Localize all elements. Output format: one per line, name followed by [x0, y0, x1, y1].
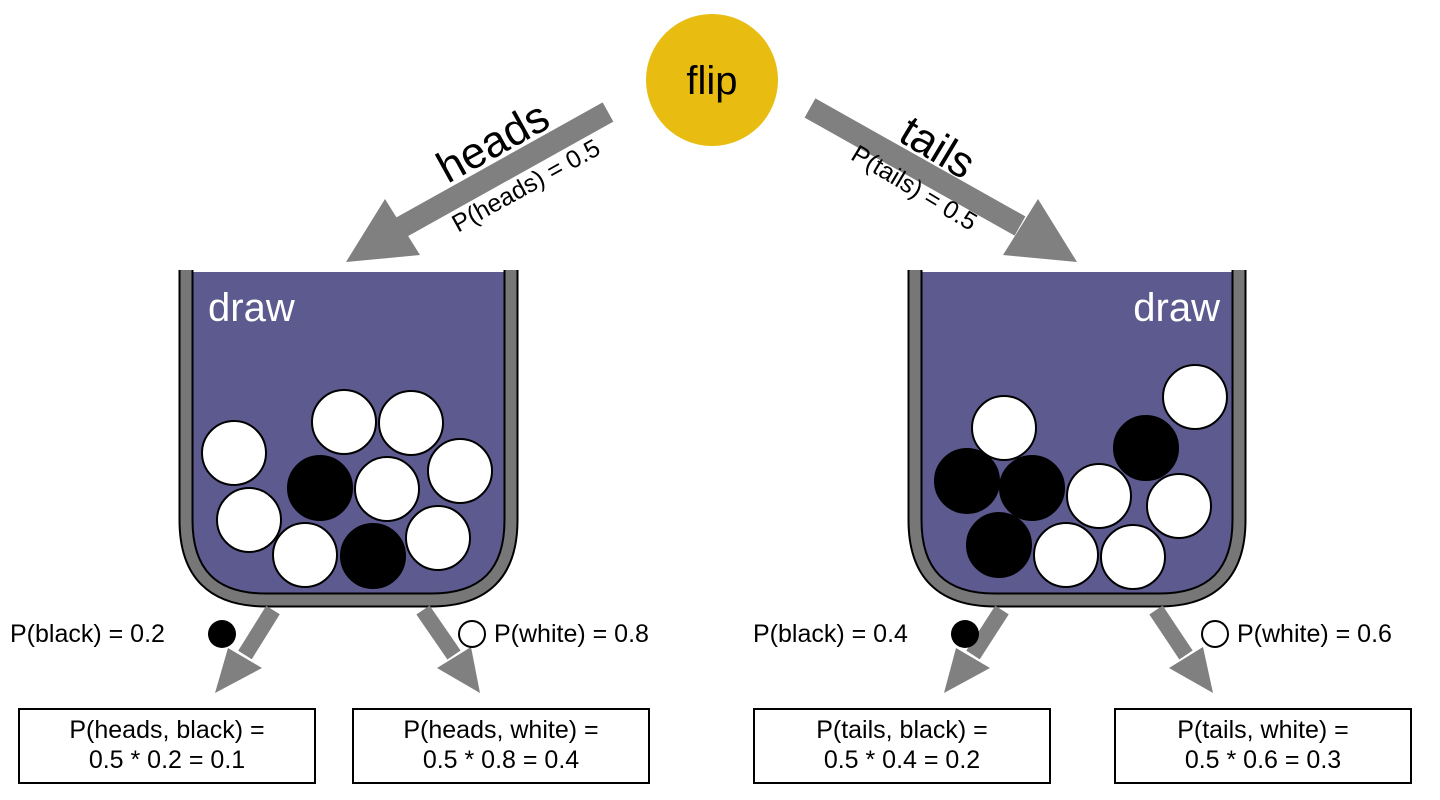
left-cup-ball-white — [405, 505, 471, 571]
left-black-arrow — [215, 605, 280, 693]
outcome-tails-black-line2: 0.5 * 0.4 = 0.2 — [823, 746, 981, 774]
right-cup-ball-black — [966, 512, 1032, 578]
right-black-ball-icon — [951, 620, 979, 648]
outcome-tails-black-line1: P(tails, black) = — [816, 716, 988, 744]
left-white-arrow — [416, 605, 480, 693]
left-black-probability: P(black) = 0.2 — [10, 620, 165, 648]
left-cup-ball-white — [311, 389, 377, 455]
left-cup-ball-white — [272, 522, 338, 588]
heads-arrow — [346, 102, 614, 262]
left-white-probability: P(white) = 0.8 — [494, 620, 649, 648]
left-cup-ball-black — [287, 455, 353, 521]
outcome-heads-white: P(heads, white) = 0.5 * 0.8 = 0.4 — [352, 708, 650, 784]
right-cup-ball-white — [1066, 463, 1132, 529]
outcome-heads-black: P(heads, black) = 0.5 * 0.2 = 0.1 — [18, 708, 316, 784]
left-cup-ball-white — [354, 456, 420, 522]
right-white-arrow — [1149, 605, 1213, 693]
right-cup-draw-label: draw — [1133, 286, 1220, 330]
left-cup-ball-white — [201, 420, 267, 486]
left-cup-ball-white — [427, 438, 493, 504]
left-cup-ball-black — [340, 523, 406, 589]
outcome-heads-white-line2: 0.5 * 0.8 = 0.4 — [422, 746, 580, 774]
left-white-ball-icon — [458, 620, 486, 648]
left-cup — [178, 270, 519, 608]
left-black-ball-icon — [208, 620, 236, 648]
left-cup-ball-white — [378, 390, 444, 456]
outcome-heads-white-line1: P(heads, white) = — [403, 716, 599, 744]
right-cup-ball-white — [1146, 473, 1212, 539]
right-cup-balls — [934, 364, 1228, 590]
right-cup-ball-black — [934, 448, 1000, 514]
left-cup-ball-white — [216, 487, 282, 553]
right-cup — [907, 270, 1247, 608]
right-cup-ball-white — [971, 395, 1037, 461]
right-cup-ball-white — [1100, 524, 1166, 590]
outcome-tails-white-line2: 0.5 * 0.6 = 0.3 — [1184, 746, 1342, 774]
left-cup-draw-label: draw — [208, 286, 295, 330]
outcome-tails-black: P(tails, black) = 0.5 * 0.4 = 0.2 — [753, 708, 1051, 784]
right-black-arrow — [944, 605, 1009, 693]
right-black-probability: P(black) = 0.4 — [753, 620, 908, 648]
right-cup-ball-white — [1033, 522, 1099, 588]
right-white-ball-icon — [1201, 620, 1229, 648]
right-cup-ball-black — [1113, 415, 1179, 481]
right-cup-ball-white — [1162, 364, 1228, 430]
outcome-tails-white: P(tails, white) = 0.5 * 0.6 = 0.3 — [1114, 708, 1412, 784]
outcome-tails-white-line1: P(tails, white) = — [1177, 716, 1349, 744]
right-cup-ball-black — [999, 455, 1065, 521]
outcome-heads-black-line2: 0.5 * 0.2 = 0.1 — [88, 746, 246, 774]
left-cup-balls — [201, 389, 493, 589]
right-white-probability: P(white) = 0.6 — [1237, 620, 1392, 648]
tails-arrow — [804, 98, 1077, 262]
flip-coin — [646, 14, 778, 146]
outcome-heads-black-line1: P(heads, black) = — [69, 716, 265, 744]
flip-label: flip — [686, 59, 737, 103]
